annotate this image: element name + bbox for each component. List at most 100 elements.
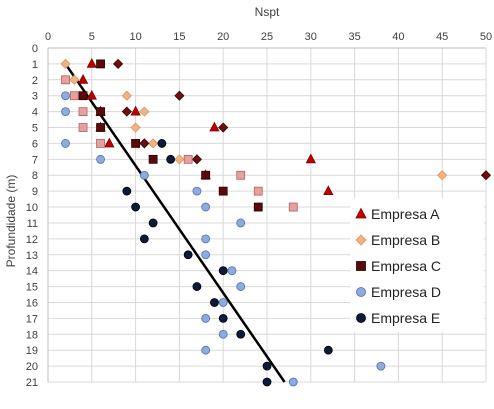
data-point [60, 58, 71, 69]
y-tick-label: 6 [32, 138, 38, 150]
x-tick-label: 30 [305, 31, 317, 43]
data-point [288, 377, 298, 387]
y-tick-label: 17 [26, 313, 38, 325]
data-point [262, 377, 272, 387]
data-point [131, 139, 141, 148]
data-point [174, 90, 185, 101]
data-point [96, 139, 105, 148]
data-point [262, 361, 272, 371]
legend-marker [356, 313, 366, 323]
data-point [130, 122, 141, 133]
axes: 0 5 10 15 20 25 30 35 40 45 5001234567891011121314… [26, 31, 492, 389]
data-point [121, 90, 132, 101]
data-point [192, 186, 202, 196]
data-point [139, 138, 150, 149]
data-point [201, 250, 211, 260]
data-point [253, 202, 263, 212]
data-point [96, 107, 105, 117]
legend-marker [356, 287, 366, 297]
y-tick-label: 13 [26, 250, 38, 262]
legend-marker [355, 207, 367, 219]
legend-label: Empresa E [371, 310, 440, 326]
data-point [122, 186, 132, 196]
data-point [183, 154, 193, 164]
x-tick-label: 25 [261, 31, 273, 43]
data-point [218, 298, 228, 307]
x-tick-label: 10 [129, 31, 141, 43]
x-tick-label: 20 [217, 31, 229, 43]
data-point [192, 282, 202, 291]
y-tick-label: 11 [27, 218, 38, 230]
series-group [78, 59, 263, 212]
y-tick-label: 18 [26, 329, 38, 341]
y-tick-label: 9 [32, 186, 38, 198]
data-point [218, 313, 228, 323]
x-tick-label: 45 [436, 31, 448, 43]
y-tick-label: 16 [26, 297, 38, 309]
y-tick-label: 15 [26, 282, 38, 294]
data-point [166, 154, 176, 164]
y-tick-label: 1 [32, 59, 38, 71]
data-point [236, 282, 246, 291]
data-point [210, 298, 219, 307]
legend-marker [356, 261, 366, 271]
data-point [77, 73, 89, 84]
x-tick-label: 15 [173, 31, 185, 43]
series-group [122, 139, 333, 387]
x-tick-label: 35 [348, 31, 360, 43]
legend-label: Empresa C [371, 258, 441, 274]
data-point [96, 154, 105, 164]
data-point [69, 91, 79, 101]
data-point [139, 234, 149, 244]
data-point [78, 123, 88, 132]
data-points [60, 58, 492, 387]
data-point [78, 91, 88, 101]
trendline [64, 63, 286, 383]
data-point [253, 186, 263, 196]
series-group [60, 58, 448, 181]
data-point [236, 329, 246, 339]
data-point [139, 170, 149, 180]
y-axis-title: Profundidade (m) [4, 175, 18, 268]
legend-label: Empresa A [371, 206, 440, 222]
data-point [480, 170, 492, 181]
y-tick-label: 3 [32, 91, 38, 103]
legend-label: Empresa D [371, 284, 441, 300]
data-point [148, 138, 159, 149]
y-tick-label: 19 [26, 345, 38, 357]
data-point [218, 266, 228, 276]
data-point [305, 153, 316, 164]
y-tick-label: 2 [32, 75, 38, 87]
x-tick-label: 40 [392, 31, 404, 43]
y-tick-label: 14 [26, 266, 38, 278]
series-group [113, 58, 492, 181]
data-point [139, 106, 150, 117]
data-point [96, 123, 105, 132]
y-tick-label: 20 [26, 361, 38, 373]
data-point [121, 106, 132, 117]
legend: Empresa A Empresa B Empresa C Empresa D Empr… [350, 198, 484, 332]
data-point [201, 202, 211, 212]
y-tick-label: 5 [32, 123, 38, 135]
data-point [437, 170, 448, 181]
data-point [201, 234, 211, 244]
data-point [131, 202, 141, 212]
y-tick-label: 12 [26, 234, 38, 246]
data-point [236, 218, 246, 228]
data-point [183, 250, 193, 260]
data-point [86, 89, 97, 100]
y-tick-label: 8 [32, 170, 38, 182]
data-point [201, 313, 211, 323]
data-point [191, 154, 202, 165]
x-axis-title: Nspt [255, 5, 280, 19]
data-point [61, 139, 70, 148]
data-point [174, 154, 185, 165]
data-point [288, 202, 298, 212]
data-point [69, 74, 80, 85]
data-point [236, 170, 246, 180]
data-point [201, 170, 211, 180]
y-tick-label: 0 [32, 43, 38, 55]
data-point [78, 107, 88, 117]
series-group [61, 75, 298, 212]
